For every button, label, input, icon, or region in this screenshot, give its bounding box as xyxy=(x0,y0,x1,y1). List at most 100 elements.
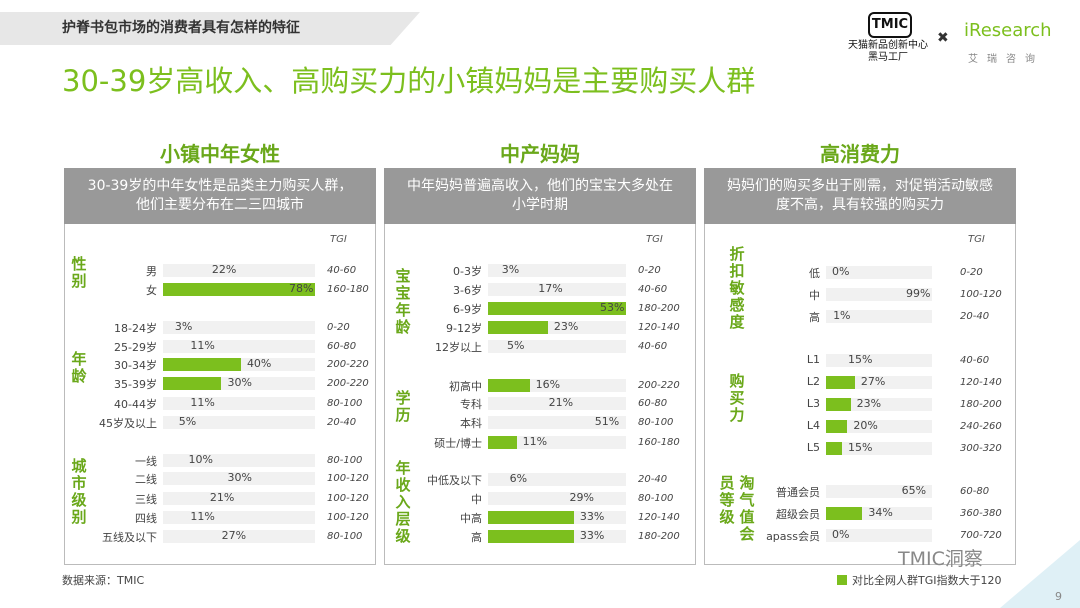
category-label: L1 xyxy=(806,353,820,366)
tgi-value: 80-100 xyxy=(327,531,363,542)
category-label: 30-34岁 xyxy=(114,359,157,372)
panel-description: 中年妈妈普遍高收入，他们的宝宝大多处在小学时期 xyxy=(384,168,696,224)
category-label: 40-44岁 xyxy=(114,398,157,411)
watermark: TMIC洞察 xyxy=(898,548,983,570)
data-bar xyxy=(488,416,621,429)
category-label: 普通会员 xyxy=(776,486,820,499)
value-label: 33% xyxy=(579,510,605,523)
category-label: 6-9岁 xyxy=(453,303,482,316)
legend-label: 对比全网人群TGI指数大于120 xyxy=(852,574,1002,587)
tgi-value: 40-60 xyxy=(960,355,990,366)
group-label: 淘 气 值 会员 等 级 xyxy=(719,474,755,543)
tgi-value: 80-100 xyxy=(638,493,674,504)
data-bar xyxy=(826,420,848,433)
bar-track xyxy=(488,264,626,277)
tgi-value: 100-120 xyxy=(960,289,1002,300)
bar-track xyxy=(163,416,315,429)
tgi-value: 0-20 xyxy=(638,265,661,276)
category-label: 高 xyxy=(471,531,482,544)
category-label: 45岁及以上 xyxy=(99,417,157,430)
tgi-value: 160-180 xyxy=(638,437,680,448)
tgi-value: 100-120 xyxy=(327,512,369,523)
data-bar xyxy=(488,321,548,334)
data-bar xyxy=(163,340,185,353)
tgi-value: 40-60 xyxy=(638,341,668,352)
category-label: 超级会员 xyxy=(776,508,820,521)
panel-frame xyxy=(384,224,696,565)
tmic-logo-subtitle: 天猫新品创新中心 黑马工厂 xyxy=(838,40,938,64)
tgi-header: TGI xyxy=(330,234,347,245)
data-bar xyxy=(826,310,828,323)
panel-title: 中产妈妈 xyxy=(500,142,580,166)
tgi-header: TGI xyxy=(968,234,985,245)
value-label: 21% xyxy=(548,396,574,409)
page-headline: 30-39岁高收入、高购买力的小镇妈妈是主要购买人群 xyxy=(62,64,756,98)
page-number: 9 xyxy=(1055,590,1062,603)
tgi-value: 300-320 xyxy=(960,443,1002,454)
value-label: 30% xyxy=(227,471,252,484)
panel-description: 妈妈们的购买多出于刚需，对促销活动敏感度不高，具有较强的购买力 xyxy=(704,168,1016,224)
value-label: 11% xyxy=(190,510,215,523)
tgi-value: 360-380 xyxy=(960,508,1002,519)
tgi-value: 20-40 xyxy=(327,417,357,428)
tgi-value: 120-140 xyxy=(638,322,680,333)
category-label: 3-6岁 xyxy=(453,284,482,297)
data-bar xyxy=(826,354,843,367)
legend-swatch xyxy=(837,575,847,585)
bar-track xyxy=(163,321,315,334)
data-bar xyxy=(163,454,183,467)
value-label: 65% xyxy=(901,484,927,497)
category-label: 25-29岁 xyxy=(114,341,157,354)
data-bar xyxy=(488,340,502,353)
data-bar xyxy=(163,530,216,543)
data-bar xyxy=(163,321,169,334)
data-bar xyxy=(163,416,173,429)
category-label: 一线 xyxy=(135,455,157,468)
tgi-value: 80-100 xyxy=(638,417,674,428)
data-bar xyxy=(488,436,517,449)
tgi-value: 60-80 xyxy=(327,341,357,352)
value-label: 20% xyxy=(853,419,878,432)
iresearch-logo-subtitle: 艾瑞咨询 xyxy=(968,54,1044,65)
bar-track xyxy=(826,354,932,367)
value-label: 27% xyxy=(221,529,247,542)
bar-track xyxy=(488,436,626,449)
section-title-bar xyxy=(0,12,420,45)
value-label: 30% xyxy=(227,376,252,389)
panel-description: 30-39岁的中年女性是品类主力购买人群，他们主要分布在二三四城市 xyxy=(64,168,376,224)
value-label: 1% xyxy=(833,309,851,322)
tgi-value: 700-720 xyxy=(960,530,1002,541)
category-label: 五线及以下 xyxy=(102,531,157,544)
value-label: 11% xyxy=(190,396,215,409)
data-bar xyxy=(826,507,863,520)
bar-track xyxy=(163,397,315,410)
data-bar xyxy=(826,442,843,455)
data-bar xyxy=(163,472,222,485)
bar-track xyxy=(488,473,626,486)
tgi-value: 0-20 xyxy=(960,267,983,278)
data-bar xyxy=(826,485,896,498)
value-label: 27% xyxy=(860,375,886,388)
tgi-value: 100-120 xyxy=(327,493,369,504)
group-label: 学 历 xyxy=(395,389,411,424)
value-label: 51% xyxy=(594,415,620,428)
group-label: 年 龄 xyxy=(71,350,87,385)
value-label: 0% xyxy=(832,528,850,541)
bar-track xyxy=(826,420,932,433)
data-bar xyxy=(163,397,185,410)
value-label: 40% xyxy=(246,357,272,370)
group-label: 折 扣 敏 感 度 xyxy=(729,244,745,331)
tgi-value: 120-140 xyxy=(638,512,680,523)
category-label: 四线 xyxy=(135,512,157,525)
value-label: 10% xyxy=(188,453,213,466)
data-bar xyxy=(163,492,204,505)
panel-frame xyxy=(704,224,1016,565)
bar-track xyxy=(826,266,932,279)
value-label: 11% xyxy=(522,435,548,448)
category-label: L4 xyxy=(806,419,820,432)
tgi-value: 180-200 xyxy=(960,399,1002,410)
group-label: 城 市 级 别 xyxy=(71,457,87,526)
group-label: 年 收 入 层 级 xyxy=(395,458,411,545)
tgi-value: 240-260 xyxy=(960,421,1002,432)
value-label: 3% xyxy=(501,263,520,276)
